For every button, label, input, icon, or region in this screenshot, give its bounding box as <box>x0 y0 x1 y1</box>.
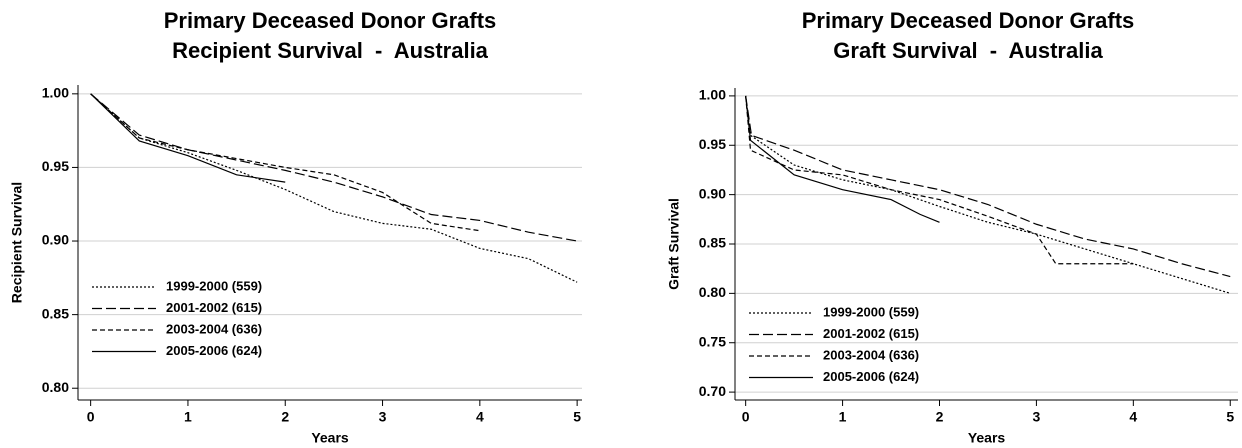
survival-line <box>90 93 578 283</box>
y-tick-label: 1.00 <box>699 87 726 103</box>
y-tick-label: 0.70 <box>699 383 726 399</box>
x-tick-label: 5 <box>1226 409 1234 425</box>
y-tick-label: 0.90 <box>42 232 69 248</box>
legend-label: 2003-2004 (636) <box>823 347 919 362</box>
survival-line <box>745 95 1231 294</box>
x-tick-label: 3 <box>1033 409 1041 425</box>
y-tick-label: 0.80 <box>699 284 726 300</box>
x-tick-label: 5 <box>573 409 581 425</box>
x-axis-label: Years <box>311 430 349 446</box>
x-tick-label: 4 <box>1129 409 1137 425</box>
chart-title: Graft Survival - Australia <box>833 38 1103 63</box>
x-tick-label: 1 <box>839 409 847 425</box>
y-tick-label: 0.95 <box>42 158 69 174</box>
y-axis-label: Graft Survival <box>666 198 682 290</box>
chart-title: Recipient Survival - Australia <box>172 38 489 63</box>
x-tick-label: 3 <box>379 409 387 425</box>
y-tick-label: 0.85 <box>699 235 726 251</box>
y-tick-label: 0.85 <box>42 305 69 321</box>
x-tick-label: 2 <box>281 409 289 425</box>
y-axis-label: Recipient Survival <box>9 182 25 303</box>
x-axis-label: Years <box>968 430 1006 446</box>
x-tick-label: 2 <box>936 409 944 425</box>
legend-label: 1999-2000 (559) <box>823 304 919 319</box>
survival-line <box>745 95 940 223</box>
legend-label: 2005-2006 (624) <box>823 369 919 384</box>
x-tick-label: 1 <box>184 409 192 425</box>
y-tick-label: 1.00 <box>42 85 69 101</box>
chart: Primary Deceased Donor Grafts Graft Survi… <box>666 8 1238 446</box>
chart: Primary Deceased Donor Grafts Recipient S… <box>9 8 582 446</box>
survival-line <box>745 95 1134 265</box>
survival-line <box>90 93 286 183</box>
legend-label: 2001-2002 (615) <box>166 300 262 315</box>
survival-line <box>745 95 1231 278</box>
chart-title: Primary Deceased Donor Grafts <box>164 8 497 33</box>
x-tick-label: 0 <box>742 409 750 425</box>
y-tick-label: 0.95 <box>699 136 726 152</box>
chart-title: Primary Deceased Donor Grafts <box>802 8 1135 33</box>
legend-label: 2001-2002 (615) <box>823 326 919 341</box>
legend-label: 2003-2004 (636) <box>166 321 262 336</box>
survival-line <box>90 93 480 232</box>
legend-label: 1999-2000 (559) <box>166 278 262 293</box>
legend-label: 2005-2006 (624) <box>166 343 262 358</box>
x-tick-label: 0 <box>87 409 95 425</box>
x-tick-label: 4 <box>476 409 484 425</box>
y-tick-label: 0.80 <box>42 379 69 395</box>
y-tick-label: 0.90 <box>699 185 726 201</box>
y-tick-label: 0.75 <box>699 333 726 349</box>
